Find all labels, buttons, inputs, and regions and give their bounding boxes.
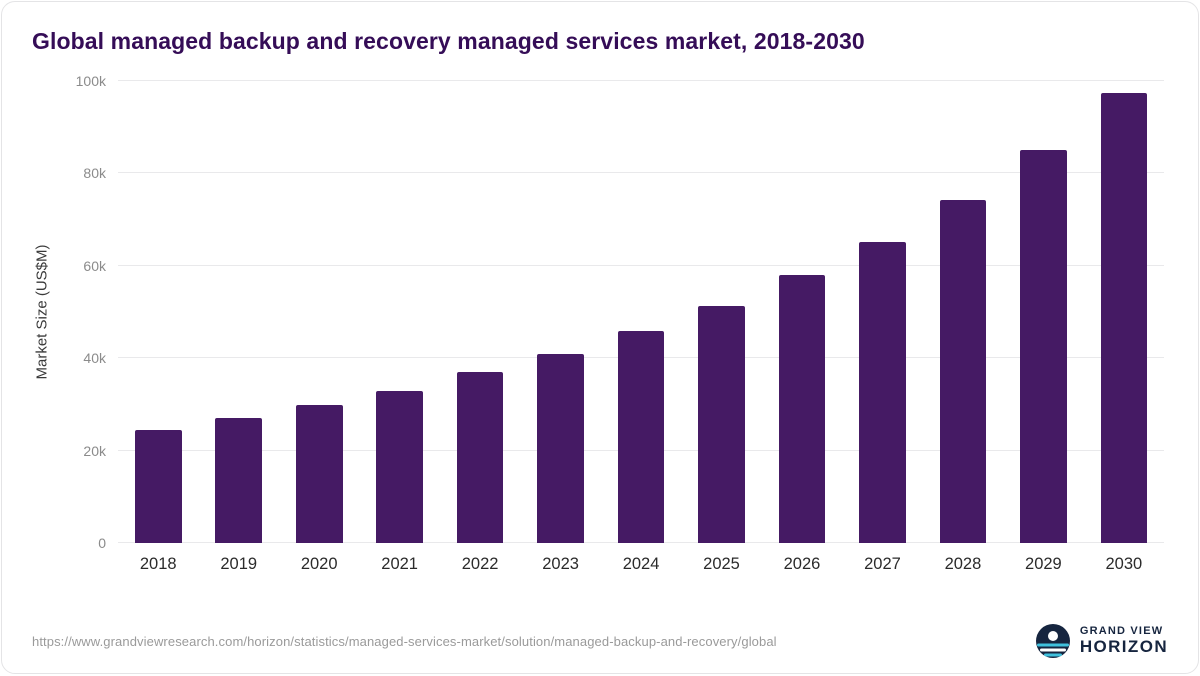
footer: https://www.grandviewresearch.com/horizo… [32,609,1168,673]
bar-2021 [376,390,423,543]
bar-2027 [859,241,906,543]
x-tick-label-2027: 2027 [864,555,901,573]
grand-view-horizon-icon [1035,624,1070,658]
brand-name-top: GRAND VIEW [1079,625,1164,638]
bar-column-2022 [440,81,520,543]
x-tick-label-2020: 2020 [300,555,338,573]
y-ticks: 0 20k 40k 60k 80k 100k [66,73,118,551]
bar-2026 [778,275,826,543]
bar-column-2025 [681,81,761,543]
y-tick-label: 100k [75,73,106,89]
bar-2019 [215,418,263,543]
x-tick-label-2022: 2022 [461,555,499,573]
bar-column-2018 [118,81,198,543]
bar-2022 [456,372,504,543]
bar-column-2028 [923,81,1003,543]
x-tick-label-2018: 2018 [139,555,177,573]
y-tick-label: 40k [83,350,106,367]
x-tick-label-2030: 2030 [1105,555,1143,573]
y-axis-title: Market Size (US$M) [33,244,51,380]
bar-2030 [1100,92,1148,543]
x-tick-label-2029: 2029 [1025,555,1062,573]
bar-column-2020 [279,81,359,543]
bar-2025 [698,305,745,543]
x-tick-label-2026: 2026 [783,555,821,573]
bar-column-2021 [359,81,439,543]
bar-column-2027 [842,81,922,543]
bar-2024 [617,331,665,543]
x-labels: 2018 2019 2020 2021 2022 2023 2024 2025 2026 2027… [118,555,1164,574]
y-tick-label: 20k [83,442,106,459]
x-tick-label-2025: 2025 [703,555,740,573]
bar-2028 [939,199,987,543]
bar-column-2029 [1003,81,1083,543]
bar-column-2019 [198,81,278,543]
y-axis-title-column: Market Size (US$M) [32,81,66,543]
y-tick-label: 80k [83,165,106,182]
gridline [118,80,1164,81]
brand-name-bottom: HORIZON [1079,636,1168,656]
plot-column: 2018 2019 2020 2021 2022 2023 2024 2025 2026 2027… [118,80,1164,574]
brand-text: GRAND VIEW HORIZON [1080,626,1168,655]
y-tick-label: 60k [83,257,106,274]
x-tick-label-2024: 2024 [622,555,660,573]
x-tick-label-2028: 2028 [944,555,982,573]
x-tick-label-2019: 2019 [220,555,258,573]
source-url: https://www.grandviewresearch.com/horizo… [32,633,777,649]
y-tick-label: 0 [98,535,106,551]
plot-area [118,80,1164,543]
chart: Market Size (US$M) 0 20k 40k 60k 80k 100k 201… [32,73,1164,574]
bar-column-2030 [1084,81,1164,543]
bar-column-2026 [762,81,842,543]
gridline [118,264,1164,266]
page-title: Global managed backup and recovery manag… [32,28,865,54]
bar-column-2024 [601,81,681,543]
bar-column-2023 [520,81,600,543]
x-tick-label-2021: 2021 [381,555,418,573]
bar-2023 [537,353,584,543]
brand-logo: GRAND VIEW HORIZON [1035,623,1168,659]
bar-2020 [295,405,343,543]
gridline [118,172,1164,174]
bar-2018 [134,429,182,543]
bar-2029 [1020,150,1067,543]
x-tick-label-2023: 2023 [542,555,579,573]
